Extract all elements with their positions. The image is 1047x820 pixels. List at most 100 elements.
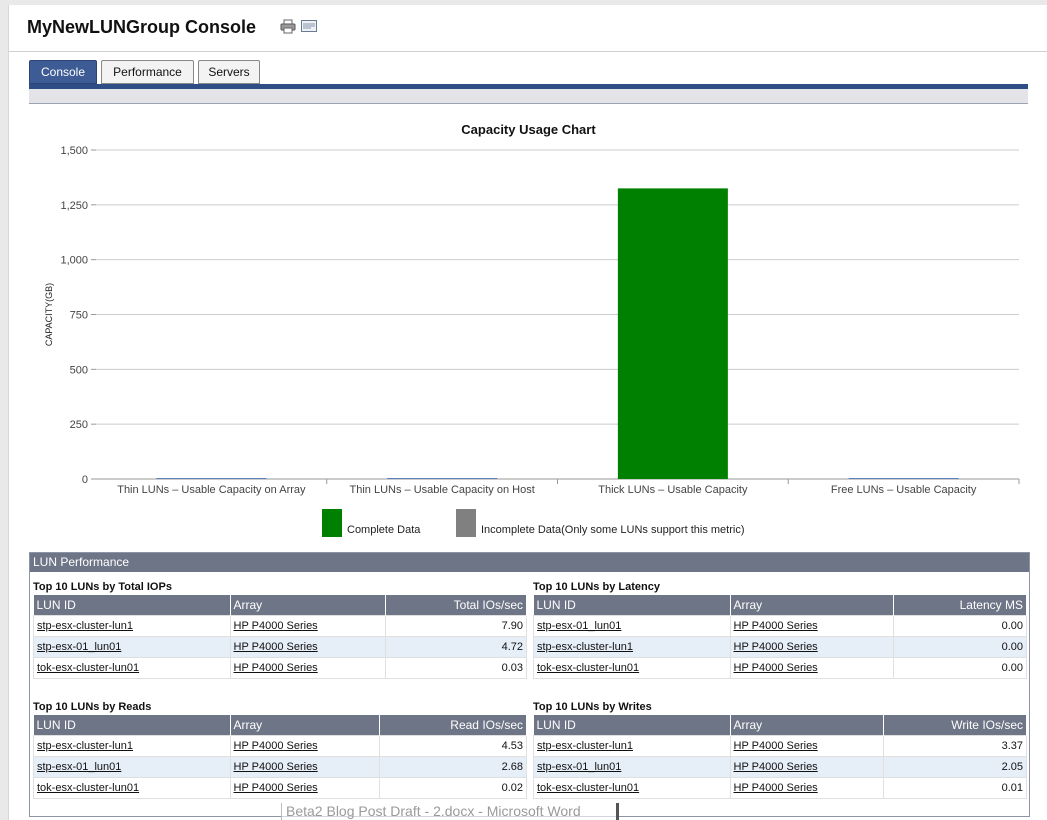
panel-title: Top 10 LUNs by Writes [533,701,652,713]
table-row: stp-esx-01_lun01 HP P4000 Series 2.05 [533,756,1027,778]
lun-performance-header: LUN Performance [30,553,1029,572]
array-link[interactable]: HP P4000 Series [733,740,818,752]
lun-table: LUN ID Array Latency MS stp-esx-01_lun01… [533,595,1027,679]
array-link[interactable]: HP P4000 Series [733,641,818,653]
page-header: MyNewLUNGroup Console [8,5,1047,52]
panel-title: Top 10 LUNs by Reads [33,701,152,713]
panel-latency: Top 10 LUNs by Latency LUN ID Array Late… [533,579,1027,679]
col-array[interactable]: Array [230,715,380,736]
array-link[interactable]: HP P4000 Series [733,662,818,674]
array-link[interactable]: HP P4000 Series [233,782,318,794]
taskbar-window-button[interactable]: Beta2 Blog Post Draft - 2.docx - Microso… [281,803,619,820]
bar [156,478,267,479]
table-row: stp-esx-cluster-lun1 HP P4000 Series 7.90 [33,615,527,637]
y-tick-label: 1,250 [60,200,88,212]
panel-reads: Top 10 LUNs by Reads LUN ID Array Read I… [33,699,527,799]
table-row: tok-esx-cluster-lun01 HP P4000 Series 0.00 [533,657,1027,679]
array-link[interactable]: HP P4000 Series [233,641,318,653]
metric-value: 0.03 [384,657,527,679]
array-link[interactable]: HP P4000 Series [233,620,318,632]
lun-link[interactable]: tok-esx-cluster-lun01 [537,662,640,674]
metric-value: 4.72 [384,636,527,658]
tab-console[interactable]: Console [29,60,97,84]
table-row: stp-esx-cluster-lun1 HP P4000 Series 3.37 [533,735,1027,757]
x-tick-label: Thin LUNs – Usable Capacity on Array [117,484,306,496]
array-link[interactable]: HP P4000 Series [733,782,818,794]
lun-link[interactable]: tok-esx-cluster-lun01 [37,662,140,674]
lun-link[interactable]: stp-esx-01_lun01 [537,761,622,773]
lun-link[interactable]: stp-esx-cluster-lun1 [37,620,133,632]
x-tick-label: Thick LUNs – Usable Capacity [598,484,748,496]
panel-title: Top 10 LUNs by Latency [533,581,660,593]
bar [617,188,728,479]
table-row: tok-esx-cluster-lun01 HP P4000 Series 0.01 [533,777,1027,799]
table-row: stp-esx-cluster-lun1 HP P4000 Series 4.53 [33,735,527,757]
y-tick-label: 0 [82,474,88,486]
col-metric[interactable]: Read IOs/sec [379,715,527,736]
y-tick-label: 250 [70,419,88,431]
col-lun-id[interactable]: LUN ID [533,595,731,616]
metric-value: 3.37 [882,735,1027,757]
legend-label-complete: Complete Data [347,524,421,536]
sub-toolbar [29,89,1028,104]
lun-link[interactable]: tok-esx-cluster-lun01 [537,782,640,794]
col-lun-id[interactable]: LUN ID [533,715,731,736]
array-link[interactable]: HP P4000 Series [233,662,318,674]
tab-performance[interactable]: Performance [101,60,194,84]
console-content: Console Performance Servers Capacity Usa… [8,52,1047,820]
y-tick-label: 500 [70,364,88,376]
array-link[interactable]: HP P4000 Series [733,761,818,773]
metric-value: 4.53 [378,735,527,757]
lun-link[interactable]: stp-esx-cluster-lun1 [537,641,633,653]
col-lun-id[interactable]: LUN ID [33,715,231,736]
lun-link[interactable]: tok-esx-cluster-lun01 [37,782,140,794]
table-row: stp-esx-01_lun01 HP P4000 Series 4.72 [33,636,527,658]
x-tick-label: Free LUNs – Usable Capacity [831,484,977,496]
email-icon[interactable] [301,20,317,32]
lun-link[interactable]: stp-esx-01_lun01 [37,761,122,773]
y-tick-label: 1,500 [60,145,88,157]
lun-link[interactable]: stp-esx-cluster-lun1 [37,740,133,752]
col-array[interactable]: Array [730,595,894,616]
metric-value: 2.05 [882,756,1027,778]
table-row: stp-esx-01_lun01 HP P4000 Series 0.00 [533,615,1027,637]
page-title: MyNewLUNGroup Console [27,17,257,37]
lun-link[interactable]: stp-esx-01_lun01 [537,620,622,632]
col-metric[interactable]: Total IOs/sec [385,595,527,616]
tab-servers[interactable]: Servers [198,60,260,84]
y-tick-label: 750 [70,310,88,322]
table-row: stp-esx-cluster-lun1 HP P4000 Series 0.00 [533,636,1027,658]
metric-value: 0.01 [882,777,1027,799]
tab-underline [29,84,1028,89]
table-row: tok-esx-cluster-lun01 HP P4000 Series 0.02 [33,777,527,799]
metric-value: 0.00 [892,615,1027,637]
metric-value: 7.90 [384,615,527,637]
lun-performance-panel: LUN Performance Top 10 LUNs by Total IOP… [29,552,1030,817]
col-metric[interactable]: Latency MS [893,595,1027,616]
array-link[interactable]: HP P4000 Series [733,620,818,632]
y-tick-label: 1,000 [60,255,88,267]
chart-title: Capacity Usage Chart [461,122,596,137]
col-metric[interactable]: Write IOs/sec [883,715,1027,736]
lun-table: LUN ID Array Write IOs/sec stp-esx-clust… [533,715,1027,799]
table-row: tok-esx-cluster-lun01 HP P4000 Series 0.03 [33,657,527,679]
panel-writes: Top 10 LUNs by Writes LUN ID Array Write… [533,699,1027,799]
capacity-chart: 1,500 1,250 1,000 750 500 250 0 CAPACITY(GB) Thi… [44,145,1020,496]
y-axis-label: CAPACITY(GB) [44,283,54,346]
col-array[interactable]: Array [730,715,884,736]
metric-value: 0.00 [892,636,1027,658]
array-link[interactable]: HP P4000 Series [233,761,318,773]
table-row: stp-esx-01_lun01 HP P4000 Series 2.68 [33,756,527,778]
panel-total-iops: Top 10 LUNs by Total IOPs LUN ID Array T… [33,579,527,679]
printer-icon[interactable] [280,19,296,34]
col-lun-id[interactable]: LUN ID [33,595,231,616]
metric-value: 2.68 [378,756,527,778]
panel-title: Top 10 LUNs by Total IOPs [33,581,172,593]
col-array[interactable]: Array [230,595,386,616]
legend-swatch-incomplete [456,509,476,537]
lun-link[interactable]: stp-esx-01_lun01 [37,641,122,653]
bar [387,478,498,479]
lun-link[interactable]: stp-esx-cluster-lun1 [537,740,633,752]
array-link[interactable]: HP P4000 Series [233,740,318,752]
